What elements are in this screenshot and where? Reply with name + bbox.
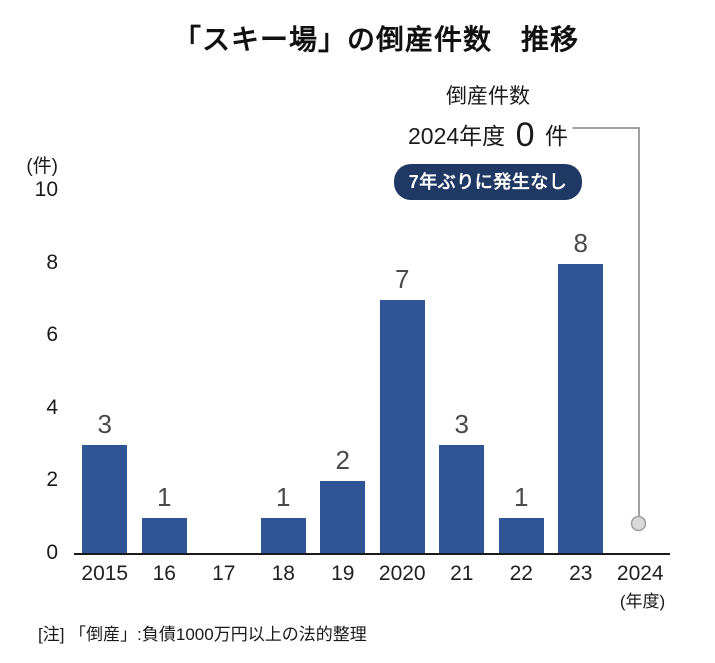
x-tick-label-21: 21 [450,562,474,585]
annotation-zero-value: 0 [515,116,535,154]
x-tick-label-18: 18 [271,562,295,585]
bar-18 [260,517,306,553]
annotation-year: 2024年度 [408,123,506,149]
bar-2015 [82,445,128,553]
bar-value-label-16: 1 [157,481,172,512]
y-tick-label-0: 0 [46,541,58,564]
x-axis-line [74,553,670,555]
bar-value-label-19: 2 [335,445,350,476]
pointer-line-icon [572,127,647,532]
x-tick-label-22: 22 [509,562,533,585]
x-tick-label-17: 17 [212,562,236,585]
bar-value-label-23: 8 [573,227,588,258]
annotation-value-line: 2024年度 0 件 [368,116,608,155]
annotation-badge: 7年ぶりに発生なし [393,164,583,200]
x-tick-label-2015: 2015 [81,562,129,585]
x-axis-suffix-label: (年度) [619,592,666,611]
bar-19 [320,481,366,553]
x-tick-label-23: 23 [569,562,593,585]
x-tick-label-16: 16 [152,562,176,585]
bar-value-label-18: 1 [276,481,291,512]
footnote: [注] 「倒産」:負債1000万円以上の法的整理 [38,625,367,644]
pointer-polyline [572,127,640,516]
bar-23 [558,263,604,553]
bar-16 [141,517,187,553]
annotation-badge-wrap: 7年ぶりに発生なし [378,164,598,200]
y-tick-label-4: 4 [46,395,58,419]
chart-title: 「スキー場」の倒産件数 推移 [172,24,579,55]
x-tick-label-2024: 2024 [616,562,664,585]
annotation-label: 倒産件数 [446,85,530,108]
y-axis-unit-label: (件) [26,156,58,177]
y-tick-label-10: 10 [34,178,58,201]
bar-22 [498,517,544,553]
bar-value-label-21: 3 [454,409,469,440]
y-tick-label-2: 2 [46,468,58,492]
y-tick-label-8: 8 [46,250,58,274]
bar-value-label-2020: 7 [395,263,410,294]
bar-21 [439,445,485,553]
bar-value-label-2015: 3 [97,409,112,440]
annotation-unit: 件 [545,123,568,149]
bar-value-label-22: 1 [514,481,529,512]
x-tick-label-19: 19 [331,562,355,585]
y-tick-label-6: 6 [46,323,58,347]
bar-2020 [379,299,425,553]
x-tick-label-2020: 2020 [378,562,426,585]
pointer-dot [630,515,647,532]
